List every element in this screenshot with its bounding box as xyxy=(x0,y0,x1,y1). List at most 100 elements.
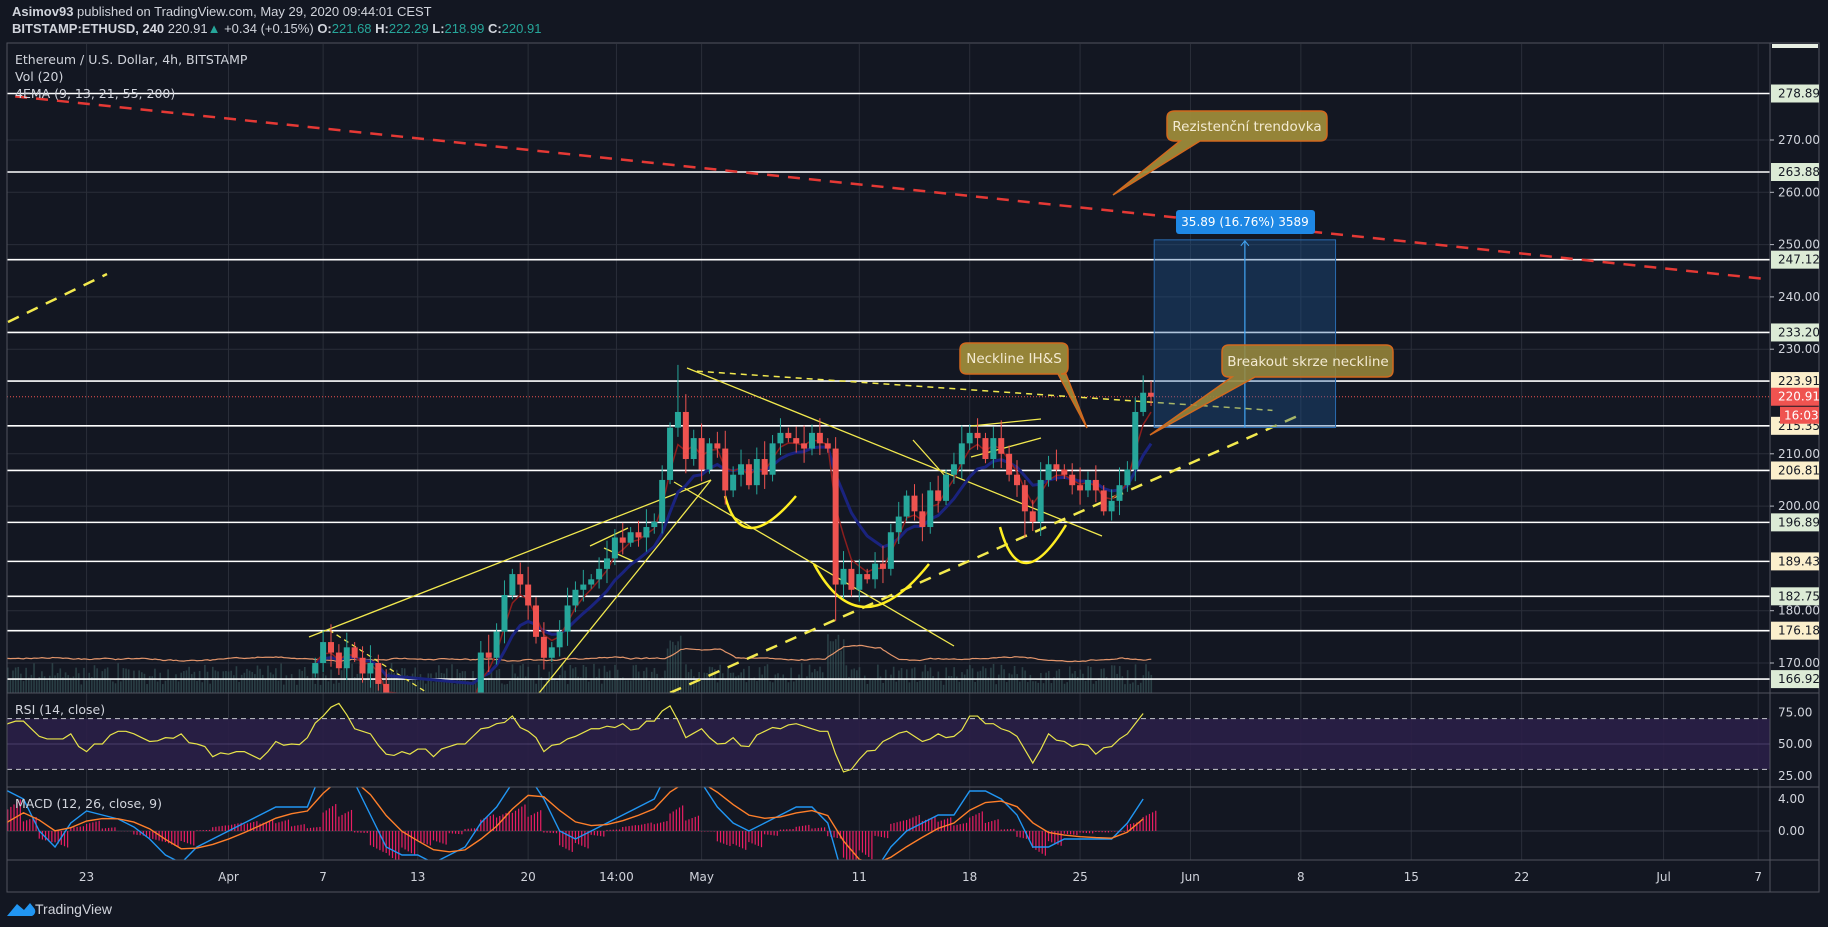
candle[interactable] xyxy=(1037,479,1044,522)
candle[interactable] xyxy=(359,657,366,674)
candle[interactable] xyxy=(548,647,555,658)
candle[interactable] xyxy=(1124,469,1131,486)
candle[interactable] xyxy=(572,589,579,606)
candle[interactable] xyxy=(879,563,886,569)
candle[interactable] xyxy=(816,432,823,444)
candle[interactable] xyxy=(998,438,1005,454)
candle[interactable] xyxy=(343,647,350,669)
candle[interactable] xyxy=(706,443,713,470)
candle[interactable] xyxy=(588,579,595,585)
candle[interactable] xyxy=(556,631,563,648)
candle[interactable] xyxy=(470,715,476,716)
candle[interactable] xyxy=(864,574,871,580)
candle[interactable] xyxy=(1077,485,1084,491)
time-axis[interactable]: 23 Apr 7 13 20 14:00 May 11 18 25 Jun 8 15 22 Jul 7 xyxy=(79,870,1762,884)
macd-pane[interactable] xyxy=(0,759,1770,887)
candle[interactable] xyxy=(745,464,752,486)
price-axis[interactable]: 270.00 260.00 250.00 240.00 230.00 210.00 200.… xyxy=(1770,84,1820,838)
candle[interactable] xyxy=(856,574,863,590)
candle[interactable] xyxy=(753,459,760,486)
price-pane[interactable] xyxy=(0,90,1782,727)
publisher-name[interactable]: Asimov93 xyxy=(12,4,74,19)
candle[interactable] xyxy=(1045,464,1052,480)
legend-ema[interactable]: 4EMA (9, 13, 21, 55, 200) xyxy=(15,86,175,101)
candle[interactable] xyxy=(351,647,358,658)
callout-resistance[interactable]: Rezistenční trendovka xyxy=(1112,110,1328,196)
candle[interactable] xyxy=(903,495,910,517)
candle[interactable] xyxy=(611,537,618,559)
candle[interactable] xyxy=(1006,453,1013,475)
candle[interactable] xyxy=(801,443,808,449)
candle[interactable] xyxy=(1092,479,1099,491)
candle[interactable] xyxy=(659,479,666,522)
candle[interactable] xyxy=(501,595,508,632)
callout-neckline[interactable]: Neckline IH&S xyxy=(959,342,1088,429)
legend-rsi[interactable]: RSI (14, close) xyxy=(15,702,105,717)
candle[interactable] xyxy=(974,432,981,439)
candle[interactable] xyxy=(935,490,942,501)
candle[interactable] xyxy=(785,432,792,439)
candle[interactable] xyxy=(808,432,815,449)
candle[interactable] xyxy=(840,568,847,585)
candle[interactable] xyxy=(367,663,374,674)
candle[interactable] xyxy=(777,432,784,444)
candle[interactable] xyxy=(619,537,626,543)
candle[interactable] xyxy=(698,438,705,470)
candle[interactable] xyxy=(312,663,319,674)
candle[interactable] xyxy=(320,642,327,663)
candle[interactable] xyxy=(714,443,721,449)
candle[interactable] xyxy=(335,652,342,669)
candle[interactable] xyxy=(1116,485,1123,501)
candle[interactable] xyxy=(682,411,689,460)
candle[interactable] xyxy=(730,474,737,491)
candle[interactable] xyxy=(958,443,965,465)
callout-breakout[interactable]: Breakout skrze neckline xyxy=(1149,344,1394,436)
candle[interactable] xyxy=(383,683,390,715)
legend-macd[interactable]: MACD (12, 26, close, 9) xyxy=(15,796,162,811)
legend-volume[interactable]: Vol (20) xyxy=(15,69,63,84)
candle[interactable] xyxy=(674,411,681,428)
candle[interactable] xyxy=(848,568,855,590)
candle[interactable] xyxy=(1132,411,1139,470)
candle[interactable] xyxy=(722,448,729,491)
candle[interactable] xyxy=(643,527,650,538)
candle[interactable] xyxy=(1140,392,1147,412)
candle[interactable] xyxy=(509,574,516,596)
candle[interactable] xyxy=(982,438,989,460)
candle[interactable] xyxy=(1014,474,1020,486)
candle[interactable] xyxy=(517,574,524,585)
candle[interactable] xyxy=(950,464,957,475)
candle[interactable] xyxy=(872,563,879,580)
candle[interactable] xyxy=(375,663,382,684)
candle[interactable] xyxy=(966,432,973,444)
candle[interactable] xyxy=(580,584,587,590)
candle[interactable] xyxy=(596,568,603,580)
candle[interactable] xyxy=(1084,479,1091,491)
tradingview-logo[interactable]: TradingView xyxy=(7,901,113,917)
candle[interactable] xyxy=(1108,500,1115,512)
candle[interactable] xyxy=(793,438,800,444)
candle[interactable] xyxy=(919,511,926,528)
candle[interactable] xyxy=(651,521,658,528)
candle[interactable] xyxy=(603,558,610,569)
candle[interactable] xyxy=(690,438,697,460)
candle[interactable] xyxy=(1021,485,1028,512)
candle[interactable] xyxy=(540,636,547,658)
price-range-measure[interactable]: 35.89 (16.76%) 3589 xyxy=(1153,210,1337,429)
candle[interactable] xyxy=(533,605,540,637)
candle[interactable] xyxy=(328,642,335,653)
candle[interactable] xyxy=(1069,474,1076,486)
candle[interactable] xyxy=(525,584,532,606)
candle[interactable] xyxy=(832,448,839,585)
candle[interactable] xyxy=(477,652,484,716)
candle[interactable] xyxy=(761,459,768,475)
candle[interactable] xyxy=(493,631,500,658)
candle[interactable] xyxy=(990,438,997,460)
candle[interactable] xyxy=(911,495,918,512)
legend-symbol[interactable]: Ethereum / U.S. Dollar, 4h, BITSTAMP xyxy=(15,52,248,67)
candle[interactable] xyxy=(1148,392,1155,397)
candle[interactable] xyxy=(887,532,894,569)
candle[interactable] xyxy=(667,427,674,480)
candle[interactable] xyxy=(769,443,776,475)
